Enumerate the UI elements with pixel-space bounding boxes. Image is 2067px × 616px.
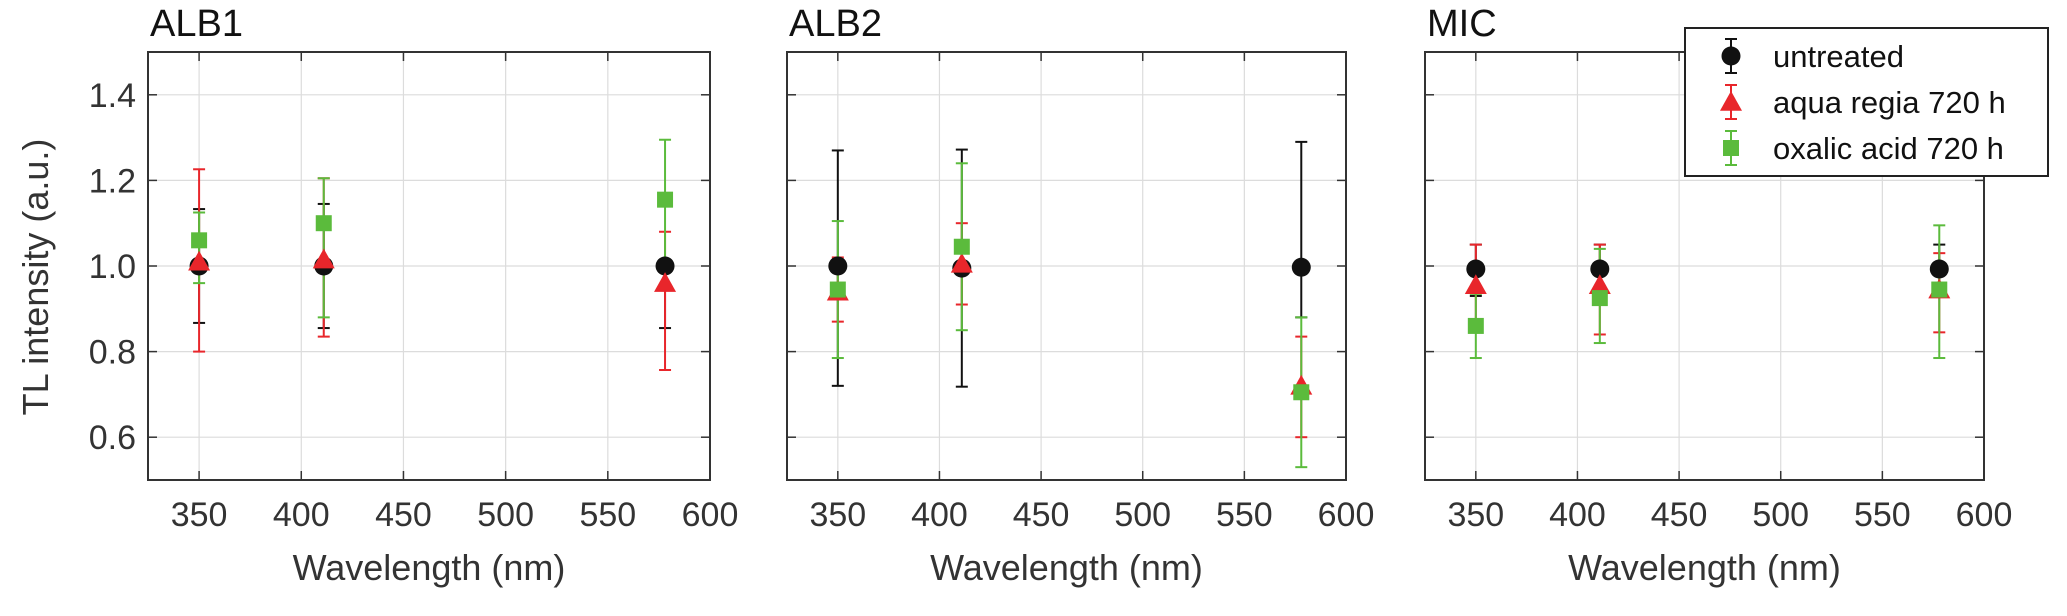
data-point (1931, 281, 1948, 298)
x-tick-label: 350 (809, 496, 866, 534)
data-point (1467, 317, 1484, 334)
x-axis-label: Wavelength (nm) (1568, 547, 1841, 588)
y-tick-label: 0.8 (89, 334, 136, 372)
x-tick-label: 600 (1318, 496, 1375, 534)
x-tick-label: 400 (1549, 496, 1606, 534)
x-tick-label: 350 (171, 496, 228, 534)
markers-aqua-regia-720-h (826, 252, 1313, 395)
markers-untreated (1466, 259, 1949, 279)
x-tick-label: 350 (1447, 496, 1504, 534)
data-point (188, 250, 211, 271)
data-point (657, 191, 674, 208)
x-tick-label: 550 (1216, 496, 1273, 534)
markers-aqua-regia-720-h (1464, 274, 1951, 299)
panel-mic: MIC 350 400 450 500 550 600 Wavelength (nm) (1424, 3, 2013, 588)
y-tick-label: 1.4 (89, 77, 136, 115)
panel-alb2: ALB2 350 400 450 500 550 600 Wavelength (nm) (786, 3, 1375, 588)
data-point (312, 248, 335, 269)
y-axis-label: TL intensity (a.u.) (15, 139, 56, 416)
legend-label: oxalic acid 720 h (1773, 131, 2004, 166)
panel-title: MIC (1427, 3, 1497, 45)
x-tick-label: 550 (579, 496, 636, 534)
data-point (1590, 259, 1610, 279)
x-axis-label: Wavelength (nm) (293, 547, 566, 588)
series-aqua-regia-720-h (193, 168, 672, 372)
x-tick-label: 600 (682, 496, 739, 534)
series-oxalic-acid-720-h (831, 162, 1308, 469)
markers-oxalic-acid-720-h (829, 238, 1310, 401)
panel-title: ALB2 (789, 3, 882, 45)
data-point (654, 272, 677, 292)
legend-marker (1723, 140, 1739, 156)
x-tick-label: 450 (1651, 496, 1708, 534)
series-oxalic-acid-720-h (193, 138, 672, 319)
x-tick-label: 500 (477, 496, 534, 534)
markers-untreated (828, 256, 1311, 278)
x-tick-label: 500 (1114, 496, 1171, 534)
data-point (1464, 274, 1487, 295)
legend-label: untreated (1773, 39, 1904, 74)
data-point (655, 256, 675, 276)
panel-title: ALB1 (150, 3, 243, 45)
x-axis-label: Wavelength (nm) (930, 547, 1203, 588)
x-tick-label: 450 (375, 496, 432, 534)
legend-entry-oxalic-acid-720-h: oxalic acid 720 h (1723, 130, 2004, 166)
x-tick-label: 600 (1956, 496, 2013, 534)
data-point (1591, 290, 1608, 307)
data-point (1293, 384, 1310, 401)
series-oxalic-acid-720-h (1469, 224, 1946, 360)
panels: ALB1 350 400 450 500 550 600 0.6 0.8 1.0 1.2 1.4 Wav… (89, 3, 2013, 588)
legend-marker (1721, 46, 1741, 66)
data-point (1466, 259, 1486, 279)
legend-box (1684, 27, 2049, 177)
data-point (950, 252, 973, 273)
markers-oxalic-acid-720-h (1467, 281, 1948, 334)
legend: untreated aqua regia 720 h oxalic acid 720… (1684, 27, 2049, 177)
data-point (953, 238, 970, 255)
x-tick-label: 550 (1854, 496, 1911, 534)
data-point (1588, 274, 1611, 295)
data-point (315, 215, 332, 232)
y-tick-label: 1.2 (89, 162, 136, 200)
legend-label: aqua regia 720 h (1773, 85, 2006, 120)
series-aqua-regia-720-h (831, 222, 1308, 439)
y-tick-label: 1.0 (89, 248, 136, 286)
markers-oxalic-acid-720-h (191, 191, 674, 249)
data-point (1929, 259, 1949, 279)
legend-marker (1720, 91, 1742, 111)
y-tick-label: 0.6 (89, 419, 136, 457)
data-point (829, 281, 846, 298)
data-point (1291, 257, 1311, 277)
legend-entry-untreated: untreated (1721, 38, 1904, 74)
series-untreated (831, 140, 1308, 388)
markers-aqua-regia-720-h (188, 248, 677, 292)
data-point (191, 232, 208, 249)
x-tick-label: 450 (1013, 496, 1070, 534)
series-aqua-regia-720-h (1469, 243, 1946, 336)
x-tick-label: 400 (911, 496, 968, 534)
x-tick-label: 500 (1752, 496, 1809, 534)
data-point (828, 256, 848, 276)
panel-alb1: ALB1 350 400 450 500 550 600 0.6 0.8 1.0 1.2 1.4 Wav… (89, 3, 739, 588)
series-untreated (1469, 243, 1946, 297)
legend-entry-aqua-regia-720-h: aqua regia 720 h (1720, 84, 2006, 120)
x-tick-label: 400 (273, 496, 330, 534)
